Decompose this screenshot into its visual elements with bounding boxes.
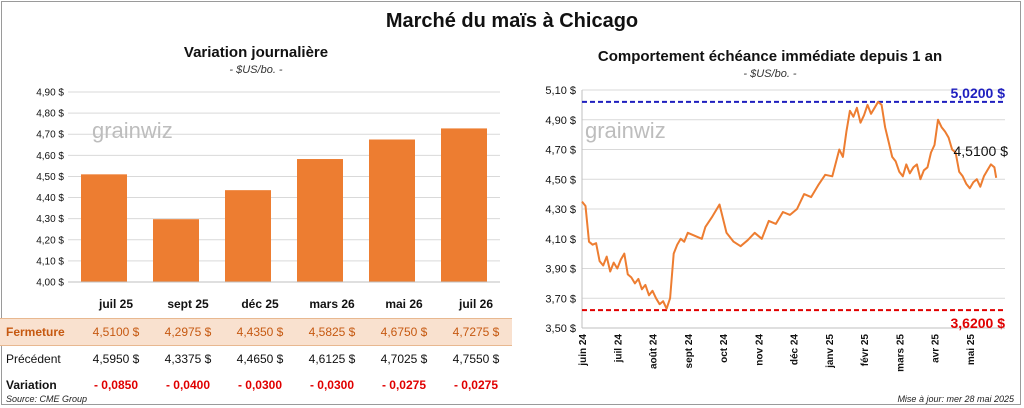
change-value: - 0,0850 bbox=[93, 378, 139, 392]
line-y-tick-label: 3,50 $ bbox=[545, 323, 576, 335]
bar-mark bbox=[297, 159, 343, 282]
table-header-month: mai 26 bbox=[385, 297, 423, 311]
close-value: 4,5100 $ bbox=[80, 318, 152, 346]
row-label-close: Fermeture bbox=[0, 318, 80, 346]
close-value: 4,6750 $ bbox=[368, 318, 440, 346]
table-header-month: juil 26 bbox=[458, 297, 493, 311]
change-value: - 0,0400 bbox=[165, 378, 211, 392]
line-chart-unit: - $US/bo. - bbox=[743, 68, 797, 80]
bar-chart: 4,00 $ 4,10 $ 4,20 $ 4,30 $ 4,40 $ 4,50 $ 4,60… bbox=[36, 88, 500, 289]
bar-mark bbox=[369, 139, 415, 282]
bar-y-tick-label: 4,40 $ bbox=[36, 193, 64, 204]
line-x-tick-label: oct 24 bbox=[719, 334, 730, 363]
line-x-tick-label: juin 24 bbox=[578, 334, 589, 367]
line-x-tick-label: sept 24 bbox=[684, 334, 695, 369]
bar-y-tick-label: 4,70 $ bbox=[36, 130, 64, 141]
high-reference-label: 5,0200 $ bbox=[951, 85, 1006, 101]
line-chart: 3,50 $ 3,70 $ 3,90 $ 4,10 $ 4,30 $ 4,50 $ 4,70… bbox=[545, 85, 1009, 372]
line-y-tick-label: 4,90 $ bbox=[545, 115, 576, 127]
source-note: Source: CME Group bbox=[6, 394, 88, 404]
previous-value: 4,5950 $ bbox=[92, 352, 140, 366]
table-row-close: Fermeture 4,5100 $ 4,2975 $ 4,4350 $ 4,5… bbox=[0, 318, 512, 346]
bar-y-tick-label: 4,60 $ bbox=[36, 151, 64, 162]
bar-y-tick-label: 4,50 $ bbox=[36, 172, 64, 183]
line-x-tick-label: nov 24 bbox=[754, 334, 765, 366]
table-row-previous: Précédent 4,5950 $ 4,3375 $ 4,4650 $ 4,6… bbox=[0, 346, 512, 373]
line-x-tick-label: mai 25 bbox=[966, 334, 977, 366]
last-value-label: 4,5100 $ bbox=[954, 143, 1009, 159]
bar-y-tick-label: 4,90 $ bbox=[36, 88, 64, 99]
line-y-tick-label: 4,10 $ bbox=[545, 234, 576, 246]
line-y-tick-label: 4,30 $ bbox=[545, 204, 576, 216]
bar-y-tick-label: 4,00 $ bbox=[36, 278, 64, 289]
page-title: Marché du maïs à Chicago bbox=[385, 10, 639, 32]
change-value: - 0,0275 bbox=[381, 378, 427, 392]
table-header-corner bbox=[0, 290, 80, 319]
bar-mark bbox=[441, 128, 487, 282]
bar-mark bbox=[153, 219, 199, 282]
row-label-previous: Précédent bbox=[6, 352, 61, 366]
table-header-month: déc 25 bbox=[241, 297, 279, 311]
line-y-tick-label: 3,70 $ bbox=[545, 293, 576, 305]
line-x-tick-label: déc 24 bbox=[790, 334, 801, 366]
line-y-tick-label: 4,50 $ bbox=[545, 174, 576, 186]
table-header-month: juil 25 bbox=[98, 297, 133, 311]
watermark-logo: grainwiz bbox=[585, 118, 666, 143]
table-header-month: mars 26 bbox=[309, 297, 355, 311]
change-value: - 0,0300 bbox=[309, 378, 355, 392]
update-note: Mise à jour: mer 28 mai 2025 bbox=[897, 394, 1014, 404]
bar-mark bbox=[81, 174, 127, 282]
line-x-tick-label: juil 24 bbox=[613, 334, 624, 364]
low-reference-label: 3,6200 $ bbox=[951, 315, 1006, 331]
line-x-tick-label: janv 25 bbox=[825, 334, 836, 369]
line-y-tick-label: 5,10 $ bbox=[545, 85, 576, 97]
line-x-tick-label: avr 25 bbox=[931, 334, 942, 363]
close-value: 4,5825 $ bbox=[296, 318, 368, 346]
line-y-tick-label: 3,90 $ bbox=[545, 264, 576, 276]
bar-mark bbox=[225, 190, 271, 282]
change-value: - 0,0300 bbox=[237, 378, 283, 392]
previous-value: 4,7550 $ bbox=[452, 352, 500, 366]
previous-value: 4,3375 $ bbox=[164, 352, 212, 366]
bar-chart-unit: - $US/bo. - bbox=[229, 64, 283, 76]
close-value: 4,7275 $ bbox=[440, 318, 512, 346]
line-x-tick-label: août 24 bbox=[649, 334, 660, 369]
previous-value: 4,6125 $ bbox=[308, 352, 356, 366]
price-series-line bbox=[581, 100, 998, 310]
bar-chart-title: Variation journalière bbox=[183, 44, 329, 61]
bar-y-tick-label: 4,20 $ bbox=[36, 235, 64, 246]
close-value: 4,4350 $ bbox=[224, 318, 296, 346]
bar-y-tick-label: 4,10 $ bbox=[36, 256, 64, 267]
line-chart-title: Comportement échéance immédiate depuis 1… bbox=[597, 48, 943, 65]
table-row-change: Variation - 0,0850 - 0,0400 - 0,0300 - 0… bbox=[0, 372, 512, 398]
contracts-table: juil 25 sept 25 déc 25 mars 26 mai 26 ju… bbox=[0, 290, 512, 398]
table-header-row: juil 25 sept 25 déc 25 mars 26 mai 26 ju… bbox=[0, 290, 512, 319]
table-header-month: sept 25 bbox=[167, 297, 209, 311]
row-label-change: Variation bbox=[6, 378, 57, 392]
bar-y-tick-label: 4,80 $ bbox=[36, 109, 64, 120]
watermark-logo: grainwiz bbox=[92, 118, 173, 143]
previous-value: 4,7025 $ bbox=[380, 352, 428, 366]
previous-value: 4,4650 $ bbox=[236, 352, 284, 366]
line-x-tick-label: mars 25 bbox=[895, 334, 906, 372]
line-y-tick-label: 4,70 $ bbox=[545, 145, 576, 157]
change-value: - 0,0275 bbox=[453, 378, 499, 392]
line-x-tick-label: févr 25 bbox=[860, 334, 871, 367]
bar-y-tick-label: 4,30 $ bbox=[36, 214, 64, 225]
close-value: 4,2975 $ bbox=[152, 318, 224, 346]
